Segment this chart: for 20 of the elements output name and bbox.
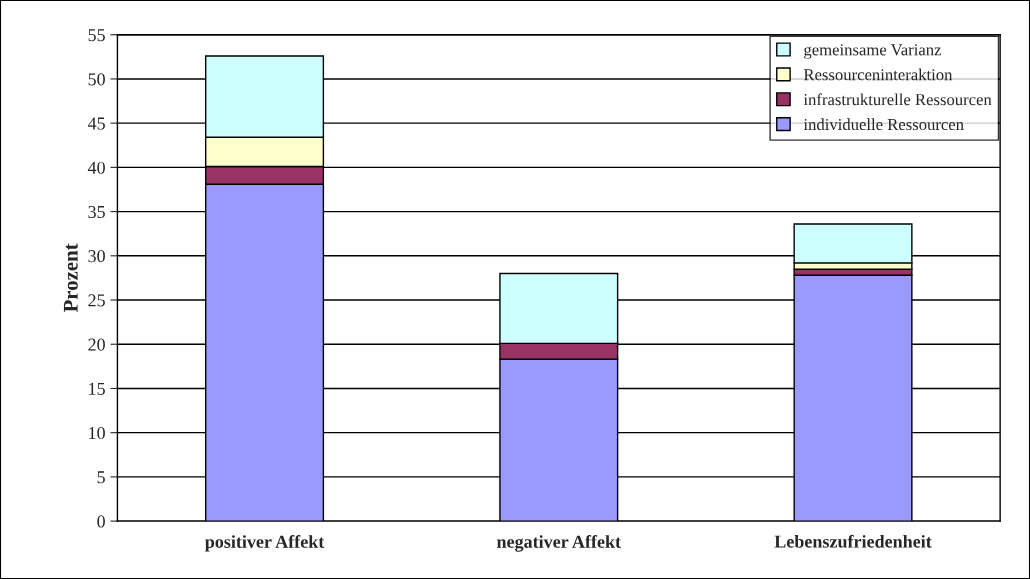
x-tick-label: Lebenszufriedenheit [774,534,932,548]
y-tick-label: 30 [88,250,105,263]
y-tick-label: 40 [87,161,105,174]
x-tick-label: positiver Affekt [205,534,325,552]
y-tick-label: 15 [89,382,105,395]
y-tick-label: 55 [88,29,105,42]
legend-label: infrastrukturelle Ressourcen [803,93,992,106]
legend-label: gemeinsame Varianz [804,44,942,59]
y-tick-label: 45 [87,117,105,130]
y-tick-label: 35 [88,205,105,219]
legend-label: individuelle Ressourcen [803,118,964,131]
y-tick-label: 50 [88,73,105,86]
y-tick-label: 20 [88,338,105,351]
legend-label: Ressourceninteraktion [803,68,953,81]
y-tick-label: 25 [88,294,105,307]
y-tick-label: 0 [97,515,105,528]
y-tick-label: 5 [97,471,105,484]
y-axis-title: Prozent [63,243,78,313]
y-tick-label: 10 [89,426,105,440]
x-tick-label: negativer Affekt [496,534,621,552]
